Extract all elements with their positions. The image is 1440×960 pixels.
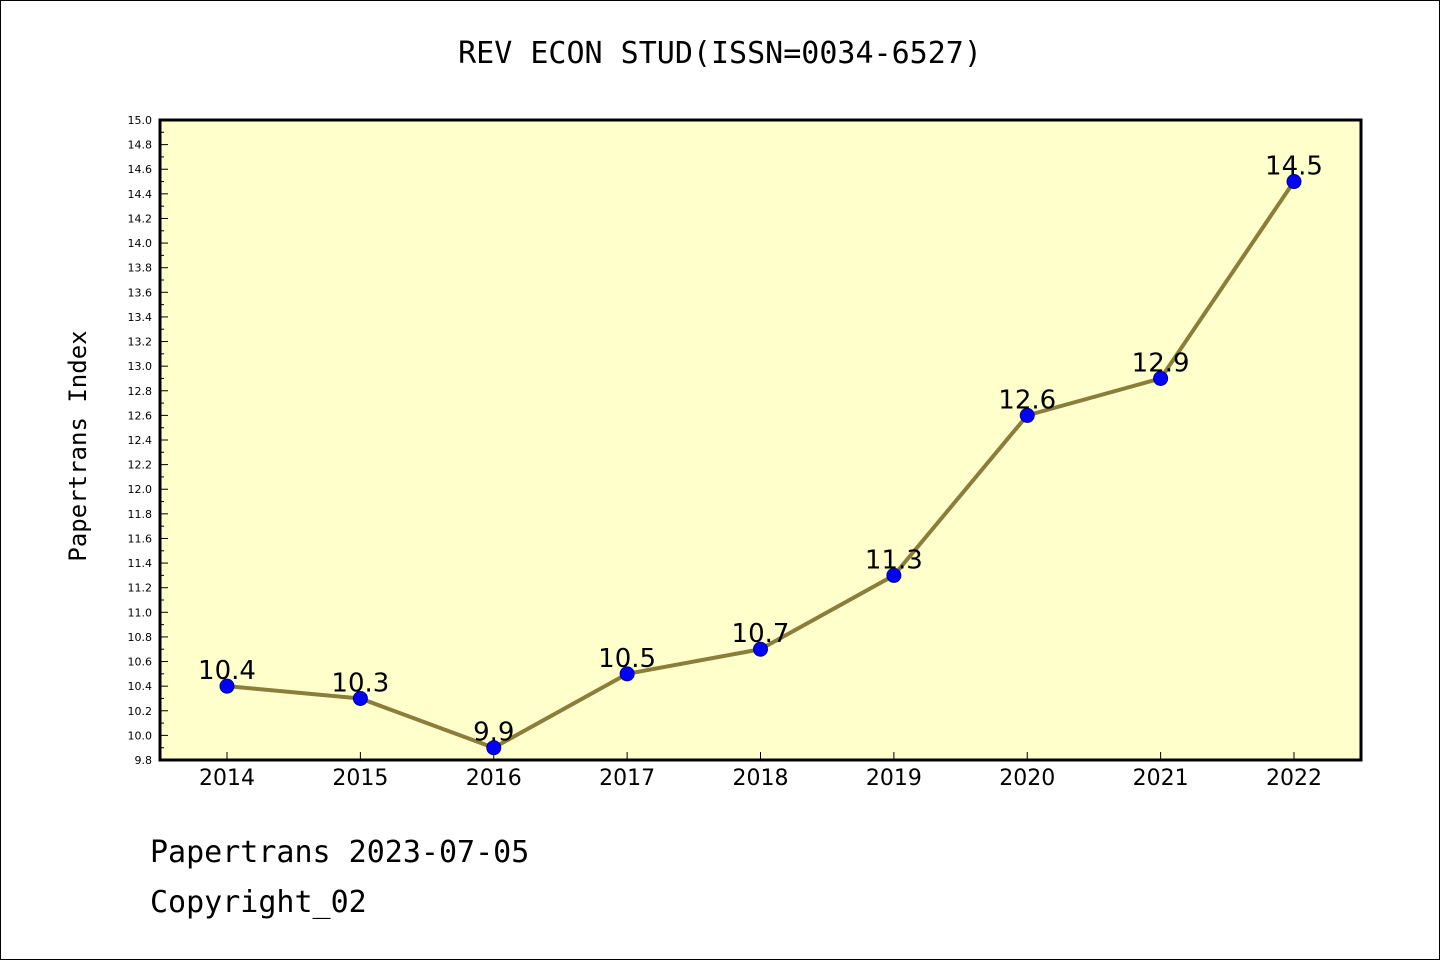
y-tick-label: 13.8 xyxy=(128,262,153,275)
y-tick-label: 11.4 xyxy=(128,557,153,570)
y-axis-ticks: 9.8 10.0 10.2 10.4 10.6 10.8 11.0 11.2 11.4 11.6 1… xyxy=(128,114,168,767)
y-tick-label: 10.4 xyxy=(128,680,153,693)
y-tick-label: 11.0 xyxy=(128,606,153,619)
y-tick-label: 10.2 xyxy=(128,705,153,718)
y-tick-label: 12.4 xyxy=(128,434,153,447)
plot-area xyxy=(160,120,1361,760)
data-point xyxy=(1153,370,1169,386)
data-label: 14.5 xyxy=(1265,152,1323,182)
x-tick-label: 2020 xyxy=(999,766,1055,791)
data-point xyxy=(886,567,902,583)
chart-title: REV ECON STUD(ISSN=0034-6527) xyxy=(458,36,982,71)
data-label: 12.6 xyxy=(998,385,1056,415)
y-tick-label: 10.8 xyxy=(128,631,153,644)
data-label: 10.7 xyxy=(732,619,790,649)
data-label: 10.4 xyxy=(198,656,256,686)
y-tick-label: 11.6 xyxy=(128,532,153,545)
y-tick-label: 9.8 xyxy=(135,754,153,767)
y-tick-label: 12.6 xyxy=(128,409,153,422)
y-tick-label: 14.0 xyxy=(128,237,153,250)
data-label: 10.5 xyxy=(598,644,656,674)
y-tick-label: 14.2 xyxy=(128,212,153,225)
y-tick-label: 15.0 xyxy=(128,114,153,127)
y-tick-label: 11.2 xyxy=(128,582,153,595)
y-axis-label: Papertrans Index xyxy=(64,330,92,561)
data-point xyxy=(352,690,368,706)
y-tick-label: 10.6 xyxy=(128,656,153,669)
y-tick-label: 13.0 xyxy=(128,360,153,373)
x-tick-label: 2015 xyxy=(332,766,388,791)
y-tick-label: 12.0 xyxy=(128,483,153,496)
x-axis-ticks: 2014 2015 2016 2017 2018 2019 2020 2021 2022 xyxy=(199,752,1322,791)
plot-border xyxy=(158,118,1363,762)
series-markers xyxy=(219,174,1302,756)
x-tick-label: 2022 xyxy=(1266,766,1322,791)
footer-copyright: Copyright_02 xyxy=(150,885,367,920)
y-tick-label: 13.6 xyxy=(128,286,153,299)
data-label: 10.3 xyxy=(331,668,389,698)
y-tick-label: 11.8 xyxy=(128,508,153,521)
data-point xyxy=(619,666,635,682)
x-tick-label: 2019 xyxy=(866,766,922,791)
footer-date: Papertrans 2023-07-05 xyxy=(150,835,530,870)
data-label: 12.9 xyxy=(1132,348,1190,378)
x-tick-label: 2017 xyxy=(599,766,655,791)
x-tick-label: 2018 xyxy=(733,766,789,791)
y-tick-label: 12.2 xyxy=(128,459,153,472)
data-point xyxy=(486,740,502,756)
x-tick-label: 2014 xyxy=(199,766,255,791)
y-tick-label: 14.8 xyxy=(128,139,153,152)
y-tick-label: 10.0 xyxy=(128,729,153,742)
y-tick-label: 14.6 xyxy=(128,163,153,176)
y-tick-label: 14.4 xyxy=(128,188,153,201)
y-tick-label: 12.8 xyxy=(128,385,153,398)
data-label: 11.3 xyxy=(865,545,923,575)
x-tick-label: 2021 xyxy=(1133,766,1189,791)
data-point xyxy=(219,678,235,694)
x-tick-label: 2016 xyxy=(466,766,522,791)
y-tick-label: 13.4 xyxy=(128,311,153,324)
data-point xyxy=(1019,407,1035,423)
data-labels: 10.4 10.3 9.9 10.5 10.7 11.3 12.6 12.9 14.5 xyxy=(198,152,1323,748)
data-point xyxy=(1286,174,1302,190)
data-point xyxy=(753,641,768,657)
y-tick-label: 13.2 xyxy=(128,336,153,349)
data-label: 9.9 xyxy=(473,718,514,748)
